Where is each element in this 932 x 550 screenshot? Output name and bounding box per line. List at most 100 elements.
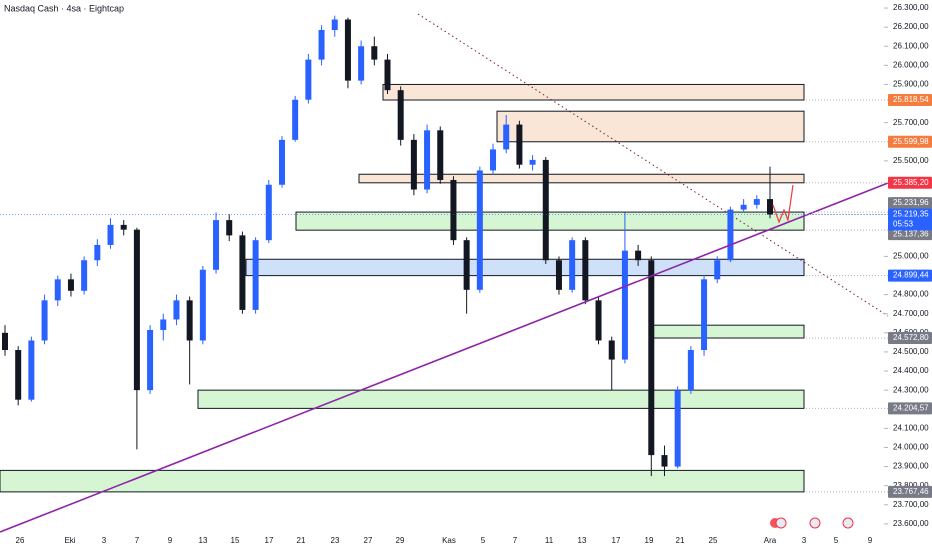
candle-body	[767, 199, 773, 215]
zone	[245, 258, 805, 277]
y-tick-label: 23.800,00	[893, 481, 929, 490]
y-tick-label: 25.900,00	[893, 80, 929, 89]
price-badge	[888, 402, 932, 415]
candle-body	[621, 250, 628, 360]
candle-body	[133, 229, 140, 391]
x-tick-label: 3	[102, 536, 107, 545]
x-tick-label: 21	[676, 536, 685, 545]
x-tick-label: 9	[168, 536, 173, 545]
zone	[0, 469, 805, 493]
price-badges: 25.818,54 25.599,98 25.385,20 25.231,96 25.1…	[806, 94, 932, 498]
candle-body	[199, 269, 206, 341]
y-tick-label: 26.000,00	[893, 60, 929, 69]
chart-title: Nasdaq Cash · 4sa · Eightcap	[4, 3, 124, 13]
candle-body	[344, 19, 351, 81]
y-tick-label: 25.500,00	[893, 156, 929, 165]
x-tick-label: 29	[396, 536, 405, 545]
candle-body	[358, 46, 365, 81]
candle-body	[476, 170, 483, 290]
candle-body	[661, 455, 668, 467]
candle-body	[569, 240, 576, 290]
price-badge-label: 24.899,44	[893, 271, 929, 280]
candle-body	[292, 99, 299, 140]
candle-body	[278, 139, 285, 185]
price-axis: 26.300,00 26.200,00 26.100,00 26.000,00 25.9…	[0, 3, 929, 545]
y-tick-label: 24.800,00	[893, 290, 929, 299]
x-tick-label: 13	[199, 536, 208, 545]
x-tick-label: 17	[265, 536, 274, 545]
event-icons	[770, 517, 854, 529]
y-tick-label: 23.900,00	[893, 462, 929, 471]
y-tick-label: 24.300,00	[893, 385, 929, 394]
y-tick-label: 25.000,00	[893, 252, 929, 261]
candle-body	[714, 260, 721, 280]
x-tick-label: 7	[135, 536, 140, 545]
candle-body	[226, 220, 233, 236]
candle-body	[384, 59, 391, 91]
y-tick-label: 24.000,00	[893, 443, 929, 452]
x-tick-label: 21	[297, 536, 306, 545]
dotted-trendline	[417, 13, 889, 317]
candle-body	[555, 260, 562, 290]
zone	[496, 110, 805, 143]
event-icon[interactable]	[775, 517, 787, 529]
candle-body	[371, 46, 378, 60]
y-tick-label: 24.500,00	[893, 347, 929, 356]
countdown: 05:53	[893, 220, 914, 229]
x-tick-label: Kas	[442, 536, 456, 545]
candle-body	[173, 300, 180, 320]
candle-body	[107, 224, 114, 245]
x-tick-label: 5	[481, 536, 486, 545]
y-tick-label: 23.700,00	[893, 500, 929, 509]
candle-body	[147, 329, 154, 391]
candle-body	[397, 90, 404, 140]
candles	[2, 15, 773, 477]
candle-body	[582, 240, 589, 301]
price-badge	[888, 332, 932, 345]
price-badge-label: 25.599,98	[893, 137, 929, 146]
candle-body	[740, 204, 747, 210]
candle-body	[648, 260, 655, 456]
x-tick-label: 26	[16, 536, 25, 545]
x-tick-label: 19	[645, 536, 654, 545]
x-tick-label: 3	[802, 536, 807, 545]
candle-body	[595, 300, 602, 341]
price-badge	[888, 228, 932, 241]
zone	[197, 389, 805, 409]
candle-body	[265, 184, 272, 241]
candle-body	[81, 260, 88, 291]
x-tick-label: 11	[545, 536, 554, 545]
y-tick-label: 24.400,00	[893, 366, 929, 375]
candle-body	[67, 279, 74, 291]
x-tick-label: 23	[331, 536, 340, 545]
y-tick-label: 26.200,00	[893, 22, 929, 31]
event-icon[interactable]	[809, 517, 821, 529]
x-tick-label: 27	[364, 536, 373, 545]
price-badge	[888, 208, 932, 231]
zone	[382, 83, 805, 101]
candle-body	[213, 220, 220, 270]
x-tick-label: 17	[612, 536, 621, 545]
candle-body	[437, 130, 444, 180]
price-badge-label: 25.231,96	[893, 198, 929, 207]
y-tick-label: 24.700,00	[893, 309, 929, 318]
price-badge-label: 24.572,80	[893, 333, 929, 342]
candle-body	[753, 199, 760, 205]
price-badge-label: 25.137,36	[893, 229, 929, 238]
candle-body	[503, 124, 510, 150]
candle-body	[120, 224, 127, 230]
candle-body	[186, 300, 193, 341]
y-tick-label: 23.600,00	[893, 519, 929, 528]
candle-body	[424, 130, 431, 190]
y-tick-label: 26.100,00	[893, 41, 929, 50]
candle-body	[529, 159, 536, 165]
event-icon[interactable]	[842, 517, 854, 529]
price-badge	[888, 269, 932, 282]
trendline	[0, 182, 889, 533]
zone	[295, 211, 805, 231]
x-tick-label: Ara	[764, 536, 777, 545]
price-badge-label: 25.385,20	[893, 178, 929, 187]
x-tick-label: 15	[231, 536, 240, 545]
candle-body	[687, 350, 694, 391]
